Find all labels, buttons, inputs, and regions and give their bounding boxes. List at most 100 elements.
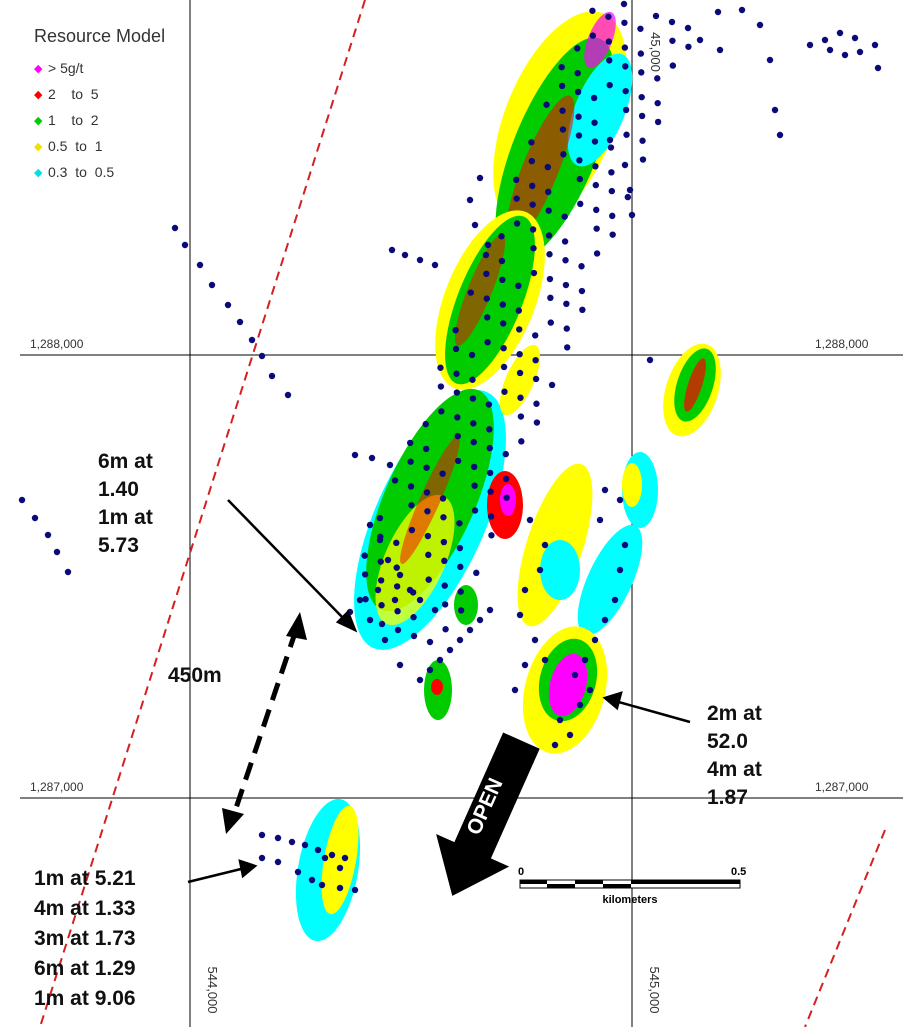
drillhole-collar xyxy=(502,475,510,483)
ore-body-sw-yellow xyxy=(321,805,359,915)
drillhole-collar xyxy=(577,200,584,208)
drillhole-collar xyxy=(314,846,322,854)
drillhole-collar xyxy=(381,636,389,644)
drillhole-collar xyxy=(608,187,616,195)
drillhole-collar xyxy=(416,256,424,264)
distance-label: 450m xyxy=(168,664,222,687)
drillhole-collar xyxy=(652,12,660,20)
drillhole-collar xyxy=(416,596,424,604)
drillhole-collar xyxy=(396,661,404,669)
drillhole-collar xyxy=(426,666,434,674)
legend-item: ◆ 0.5 to 1 xyxy=(34,133,165,159)
drillhole-collar xyxy=(441,582,448,589)
drillhole-collar xyxy=(851,34,859,42)
legend-item-label: 0.5 to 1 xyxy=(48,138,103,154)
diamond-icon: ◆ xyxy=(34,114,43,127)
drillhole-collar xyxy=(44,531,52,539)
drillhole-collar xyxy=(422,420,429,428)
drillhole-collar xyxy=(446,646,454,654)
drillhole-collar xyxy=(500,344,507,352)
drillhole-collar xyxy=(336,864,344,872)
ore-body-north-red xyxy=(505,95,575,245)
northing-label-left-1287000: 1,287,000 xyxy=(30,780,84,794)
drillhole-collar xyxy=(533,400,540,407)
drillhole-collar xyxy=(571,671,579,679)
drillhole-collar xyxy=(756,21,764,29)
drillhole-collar xyxy=(616,496,624,504)
drillhole-collar xyxy=(308,876,316,884)
easting-label-545000: 545,000 xyxy=(647,967,662,1014)
drillhole-collar xyxy=(562,281,570,289)
drillhole-collar xyxy=(560,151,567,158)
drillhole-collar xyxy=(646,356,654,364)
drillhole-collar xyxy=(425,551,432,559)
drillhole-collar xyxy=(452,326,459,334)
arrow-upper-left xyxy=(227,499,346,621)
distance-arrow-head-bottom xyxy=(222,808,244,834)
drillhole-collar xyxy=(362,596,369,603)
drillhole-collar xyxy=(574,69,581,77)
ore-body-east2-yellow xyxy=(622,463,642,507)
drillhole-collar xyxy=(623,131,630,138)
drillhole-collar xyxy=(469,395,477,402)
drillhole-collar xyxy=(484,241,492,249)
legend-item: ◆ > 5g/t xyxy=(34,55,165,81)
callout-right: 2m at 52.0 4m at 1.87 xyxy=(707,700,762,812)
callout-lower-left: 1m at 5.21 4m at 1.33 3m at 1.73 6m at 1… xyxy=(34,864,136,1014)
drillhole-collar xyxy=(224,301,232,309)
drillhole-collar xyxy=(561,238,569,245)
ore-body-small-yellow xyxy=(499,344,541,416)
distance-arrow xyxy=(222,612,307,834)
drillhole-collar xyxy=(454,432,461,440)
drillhole-collar xyxy=(394,626,402,634)
drillhole-collar xyxy=(425,576,432,583)
drillhole-collar xyxy=(502,450,509,458)
drillhole-collar xyxy=(543,101,550,108)
drillhole-collar xyxy=(559,107,566,114)
drillhole-collar xyxy=(53,548,61,556)
drillhole-collar xyxy=(441,601,449,608)
drillhole-collar xyxy=(533,419,541,426)
drillhole-collar xyxy=(589,7,596,14)
drillhole-collar xyxy=(558,63,565,71)
drillhole-collar xyxy=(318,881,326,889)
drillhole-collar xyxy=(436,656,444,664)
drillhole-collar xyxy=(284,391,292,399)
drillhole-collar xyxy=(423,464,430,471)
callout-line: 52.0 xyxy=(707,730,748,753)
drillhole-collar xyxy=(258,831,266,839)
drillhole-collar xyxy=(559,126,567,133)
ore-pod-red-a xyxy=(431,679,443,695)
drillhole-collar xyxy=(518,438,525,445)
drillhole-collar xyxy=(408,502,415,509)
drillhole-collar xyxy=(483,270,490,278)
arrow-lower-left xyxy=(187,866,246,884)
drillhole-collar xyxy=(563,300,570,308)
drillhole-collar xyxy=(654,75,661,82)
drillhole-collar xyxy=(274,834,282,842)
drillhole-collar xyxy=(422,445,430,453)
drillhole-collar xyxy=(530,269,538,277)
northing-label-right-1288000: 1,288,000 xyxy=(815,337,869,351)
callout-line: 1.40 xyxy=(98,478,139,501)
drillhole-collar xyxy=(440,514,447,521)
drillhole-collar xyxy=(546,251,553,258)
drillhole-collar xyxy=(456,520,463,527)
arrow-right xyxy=(614,699,691,724)
legend-item-label: 2 to 5 xyxy=(48,86,99,102)
drillhole-collar xyxy=(408,526,416,534)
drillhole-collar xyxy=(547,319,554,326)
legend-item-label: 1 to 2 xyxy=(48,112,99,128)
drillhole-collar xyxy=(181,241,189,249)
scale-bar-seg-5 xyxy=(631,880,740,884)
drillhole-collar xyxy=(468,351,476,359)
drillhole-collar xyxy=(541,656,549,664)
drillhole-collar xyxy=(471,221,479,229)
drillhole-collar xyxy=(669,37,676,44)
drillhole-collar xyxy=(638,69,645,76)
drillhole-collar xyxy=(393,564,400,571)
drillhole-collar xyxy=(516,369,524,377)
drillhole-collar xyxy=(606,81,613,89)
drillhole-collar xyxy=(593,225,600,232)
easting-label-544000: 544,000 xyxy=(205,967,220,1014)
